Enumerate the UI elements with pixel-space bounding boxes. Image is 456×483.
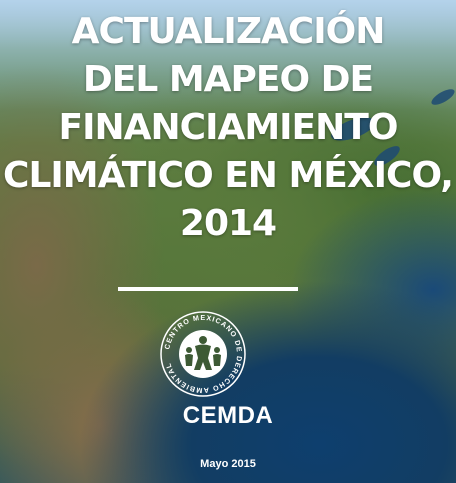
title-line: ACTUALIZACIÓN [71, 11, 386, 52]
title-line: CLIMÁTICO EN MÉXICO, [3, 155, 454, 196]
report-title: ACTUALIZACIÓN DEL MAPEO DE FINANCIAMIENT… [0, 8, 456, 248]
title-line: FINANCIAMIENTO [58, 107, 399, 148]
atmosphere-haze [0, 0, 456, 110]
cemda-seal-logo: CENTRO MEXICANO DE DERECHO AMBIENTAL [160, 311, 246, 397]
title-line: DEL MAPEO DE [82, 59, 374, 100]
title-divider [118, 287, 298, 291]
organization-acronym: CEMDA [182, 402, 274, 429]
title-line: 2014 [179, 203, 277, 244]
publication-date: Mayo 2015 [200, 458, 256, 470]
